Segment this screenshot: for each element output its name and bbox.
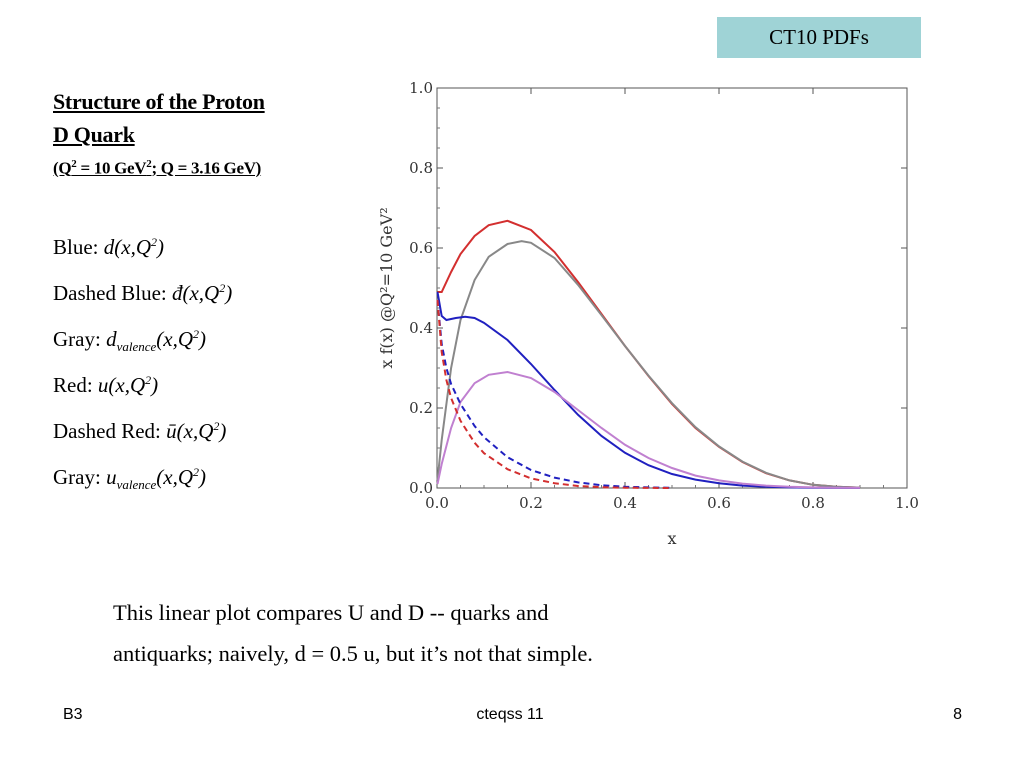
legend-label: Gray: xyxy=(53,465,101,489)
caption-line-2: antiquarks; naively, d = 0.5 u, but it’s… xyxy=(113,641,593,666)
expr-main: d(x,Q xyxy=(103,235,151,259)
heading-sup-2: 2 xyxy=(146,158,152,170)
plot-frame xyxy=(436,87,908,489)
legend-expr: u(x,Q2) xyxy=(98,373,158,397)
expr-sub: valence xyxy=(116,339,157,355)
legend-label: Gray: xyxy=(53,327,101,351)
legend-expr: ū(x,Q2) xyxy=(166,419,226,443)
heading-line-2: D Quark xyxy=(53,122,135,147)
dashed-curve xyxy=(436,299,673,489)
expr-main: đ(x,Q xyxy=(171,281,220,305)
heading-q-mid: = 10 GeV xyxy=(76,158,147,178)
expr-close: ) xyxy=(199,465,207,489)
legend-row: Dashed Red: ū(x,Q2) xyxy=(53,404,232,450)
x-tick-label: 0.6 xyxy=(707,494,731,512)
curve-legend: Blue: d(x,Q2) Dashed Blue: đ(x,Q2) Gray:… xyxy=(53,220,232,496)
legend-row: Red: u(x,Q2) xyxy=(53,358,232,404)
expr-close: ) xyxy=(151,373,159,397)
expr-mid: (x,Q xyxy=(156,327,194,351)
x-tick-label: 0.0 xyxy=(425,494,449,512)
legend-row: Blue: d(x,Q2) xyxy=(53,220,232,266)
legend-label: Red: xyxy=(53,373,93,397)
y-axis-label: x f(x) @Q²=10 GeV² xyxy=(377,207,396,368)
heading-q-close: ; Q = 3.16 GeV) xyxy=(151,158,262,178)
heading-line-1: Structure of the Proton xyxy=(53,89,265,114)
heading-sup-1: 2 xyxy=(71,158,77,170)
x-tick-label: 1.0 xyxy=(895,494,919,512)
legend-label: Dashed Red: xyxy=(53,419,161,443)
slide-heading: Structure of the Proton D Quark (Q2 = 10… xyxy=(53,85,265,182)
caption-line-1: This linear plot compares U and D -- qua… xyxy=(113,600,549,625)
solid-curve xyxy=(436,240,861,489)
legend-expr: d(x,Q2) xyxy=(104,235,164,259)
y-tick-label: 1.0 xyxy=(409,79,433,97)
y-tick-label: 0.0 xyxy=(409,479,433,497)
pdf-line-chart: 0.0 0.2 0.4 0.6 0.8 1.0 0.0 0.2 0.4 0.6 0.8 1.0 x x f… xyxy=(377,79,919,548)
legend-row: Gray: uvalence(x,Q2) xyxy=(53,450,232,496)
heading-line-3: (Q2 = 10 GeV2; Q = 3.16 GeV) xyxy=(53,151,265,182)
expr-main: d xyxy=(106,327,117,351)
expr-mid: (x,Q xyxy=(156,465,194,489)
footer-page-number: 8 xyxy=(953,706,962,723)
heading-q-open: (Q xyxy=(53,158,72,178)
legend-expr: uvalence(x,Q2) xyxy=(106,465,207,493)
footer-left: B3 xyxy=(63,706,83,723)
x-tick-label: 0.8 xyxy=(801,494,825,512)
legend-label: Blue: xyxy=(53,235,99,259)
legend-expr: đ(x,Q2) xyxy=(172,281,232,305)
legend-row: Gray: dvalence(x,Q2) xyxy=(53,312,232,358)
expr-close: ) xyxy=(225,281,233,305)
expr-sup: 2 xyxy=(150,235,157,249)
x-tick-label: 0.2 xyxy=(519,494,543,512)
expr-sup: 2 xyxy=(193,465,200,479)
expr-sup: 2 xyxy=(145,373,152,387)
expr-sup: 2 xyxy=(219,281,226,295)
legend-label: Dashed Blue: xyxy=(53,281,167,305)
legend-expr: dvalence(x,Q2) xyxy=(106,327,207,355)
y-tick-label: 0.8 xyxy=(409,159,433,177)
expr-close: ) xyxy=(199,327,207,351)
slide-caption: This linear plot compares U and D -- qua… xyxy=(113,592,593,674)
expr-close: ) xyxy=(156,235,164,259)
x-tick-label: 0.4 xyxy=(613,494,637,512)
expr-main: u(x,Q xyxy=(97,373,146,397)
footer-center: cteqss 11 xyxy=(476,706,544,723)
expr-main: ū(x,Q xyxy=(166,419,214,443)
expr-sup: 2 xyxy=(193,327,200,341)
y-tick-label: 0.2 xyxy=(409,399,433,417)
expr-sup: 2 xyxy=(213,419,220,433)
legend-row: Dashed Blue: đ(x,Q2) xyxy=(53,266,232,312)
dashed-curve xyxy=(436,299,673,489)
expr-close: ) xyxy=(219,419,227,443)
y-tick-label: 0.4 xyxy=(409,319,433,337)
expr-main: u xyxy=(106,465,117,489)
y-tick-label: 0.6 xyxy=(409,239,433,257)
x-axis-label: x xyxy=(667,529,676,548)
expr-sub: valence xyxy=(116,477,157,493)
solid-curve xyxy=(436,370,861,489)
slide-tag: CT10 PDFs xyxy=(717,17,921,58)
